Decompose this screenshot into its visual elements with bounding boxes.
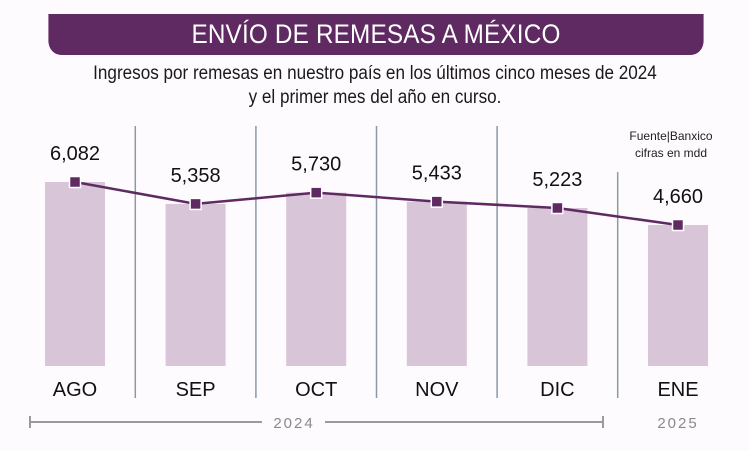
- line-marker-nov: [430, 195, 444, 208]
- value-label-sep: 5,358: [171, 165, 221, 187]
- bar-oct: [286, 192, 347, 366]
- value-label-oct: 5,730: [291, 154, 341, 176]
- line-marker-ago: [68, 175, 82, 189]
- bar-ago: [45, 182, 105, 366]
- series-line: [74, 180, 679, 227]
- chart-subtitle: Ingresos por remesas en nuestro país en …: [38, 62, 713, 110]
- category-label-sep: SEP: [176, 379, 216, 401]
- bar-dic: [527, 207, 588, 366]
- value-label-ago: 6,082: [50, 143, 100, 165]
- year-label-2024: 2024: [273, 415, 314, 432]
- value-label-dic: 5,223: [532, 169, 582, 191]
- category-label-nov: NOV: [415, 379, 459, 401]
- category-label-ene: ENE: [657, 379, 698, 401]
- line-marker-dic: [551, 201, 564, 215]
- line-marker-ene: [671, 218, 685, 232]
- category-label-dic: DIC: [540, 379, 574, 401]
- bar-nov: [406, 201, 467, 366]
- line-marker-sep: [189, 197, 202, 211]
- source-line-2: cifras en mdd: [634, 146, 708, 160]
- category-label-ago: AGO: [53, 379, 97, 401]
- category-label-oct: OCT: [295, 379, 337, 401]
- line-marker-oct: [309, 186, 323, 199]
- value-label-nov: 5,433: [412, 163, 462, 185]
- year-label-2025: 2025: [657, 415, 698, 432]
- source-note: Fuente|Banxico cifras en mdd: [606, 128, 736, 162]
- source-line-1: Fuente|Banxico: [629, 129, 713, 143]
- chart-title: ENVÍO DE REMESAS A MÉXICO: [48, 14, 704, 55]
- subtitle-line-2: y el primer mes del año en curso.: [248, 87, 502, 108]
- bar-ene: [648, 225, 708, 366]
- value-label-ene: 4,660: [653, 186, 703, 208]
- subtitle-line-1: Ingresos por remesas en nuestro país en …: [93, 63, 657, 84]
- bar-sep: [165, 203, 226, 366]
